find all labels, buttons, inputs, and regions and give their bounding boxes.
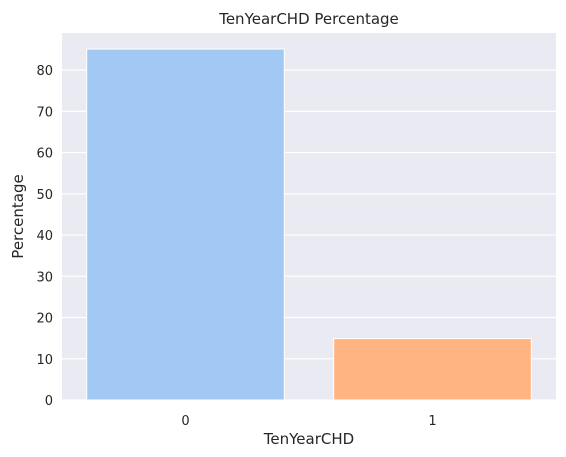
y-tick-label: 10 [36,353,53,368]
bar-1 [334,339,532,400]
x-tick-label: 0 [181,414,189,429]
y-tick-label: 70 [36,105,53,120]
y-tick-label: 80 [36,64,53,79]
y-tick-label: 40 [36,229,53,244]
y-tick-label: 60 [36,147,53,162]
bar-0 [87,49,285,400]
x-axis-label: TenYearCHD [263,430,354,448]
y-axis-label: Percentage [9,174,27,258]
y-tick-label: 50 [36,188,53,203]
chart-title: TenYearCHD Percentage [218,10,399,28]
x-tick-label: 1 [428,414,436,429]
y-tick-labels: 0 10 20 30 40 50 60 70 80 [36,64,53,409]
y-tick-label: 20 [36,312,53,327]
y-tick-label: 0 [45,394,53,409]
y-tick-label: 30 [36,270,53,285]
